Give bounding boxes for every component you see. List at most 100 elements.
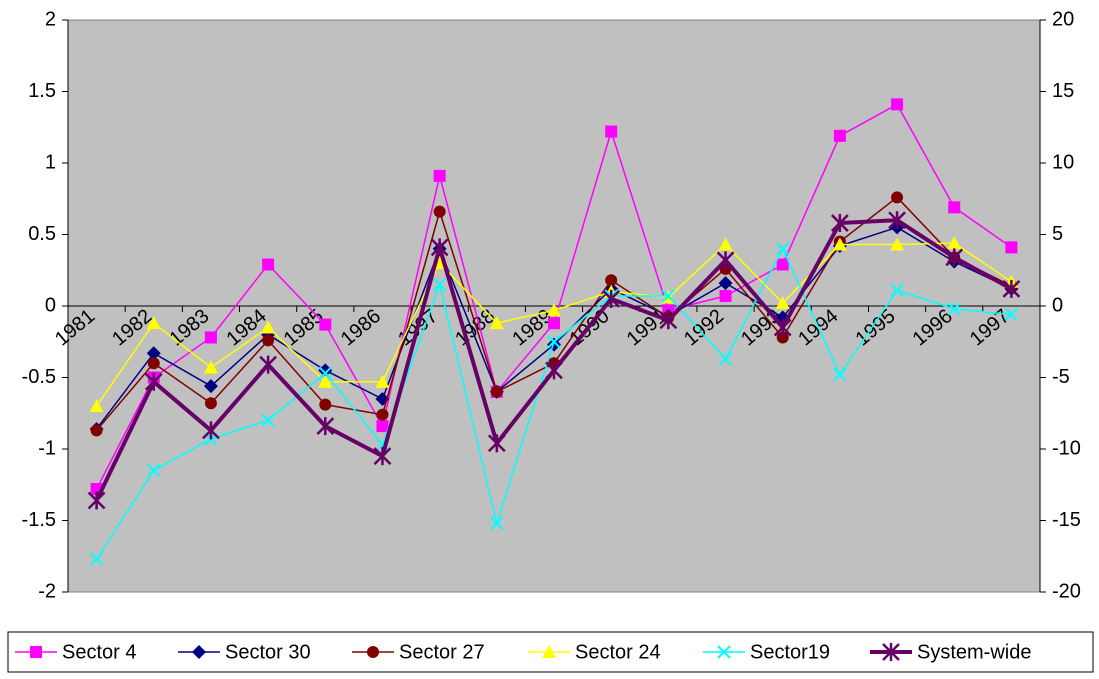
marker (261, 413, 275, 428)
y-tick-label: -2 (38, 580, 56, 602)
marker (89, 552, 104, 566)
marker (376, 420, 389, 433)
marker (773, 318, 792, 337)
legend-label: Sector 4 (62, 641, 136, 663)
marker (1002, 279, 1021, 298)
marker (545, 361, 563, 380)
marker (775, 242, 790, 256)
marker (830, 214, 849, 233)
marker (489, 316, 504, 330)
marker (319, 398, 332, 411)
y-tick-label: -0.5 (22, 366, 56, 388)
marker (661, 289, 676, 303)
y-tick-label: 1.5 (28, 80, 56, 102)
marker (146, 346, 161, 361)
marker (718, 237, 733, 251)
y-tick-label: -1.5 (22, 509, 56, 531)
marker (490, 516, 504, 531)
marker (716, 251, 735, 270)
marker (1004, 307, 1019, 322)
marker (144, 372, 163, 391)
y2-tick-label: 0 (1052, 294, 1063, 316)
marker (204, 331, 217, 344)
marker (890, 237, 905, 251)
marker (202, 421, 220, 440)
marker (192, 645, 206, 659)
marker (87, 491, 106, 510)
marker (542, 645, 556, 658)
marker (605, 125, 618, 138)
y2-tick-label: 10 (1052, 151, 1074, 173)
y-tick-label: 1 (45, 151, 56, 173)
marker (90, 424, 103, 437)
y-tick-label: 0 (45, 294, 56, 316)
y2-tick-label: 15 (1052, 80, 1074, 102)
marker (375, 374, 390, 388)
marker (146, 316, 161, 330)
marker (719, 289, 732, 302)
marker (945, 248, 964, 267)
marker (718, 352, 733, 366)
marker (433, 205, 446, 218)
legend-label: Sector 30 (225, 641, 311, 663)
marker (776, 258, 789, 271)
marker (948, 201, 961, 214)
marker (376, 408, 389, 421)
marker (203, 360, 218, 374)
y2-tick-label: -15 (1052, 509, 1081, 531)
marker (319, 318, 332, 331)
y-tick-label: 2 (45, 8, 56, 30)
marker (547, 337, 561, 352)
marker (659, 311, 678, 330)
marker (718, 276, 733, 291)
marker (262, 258, 275, 271)
legend-label: Sector 27 (399, 641, 485, 663)
marker (776, 331, 789, 344)
marker (547, 335, 561, 349)
marker (888, 211, 906, 230)
marker (318, 363, 333, 378)
marker (947, 302, 961, 316)
marker (30, 646, 42, 658)
marker (548, 317, 560, 330)
y2-tick-label: 5 (1052, 223, 1063, 245)
marker (775, 296, 790, 310)
y-tick-label: 0.5 (28, 223, 56, 245)
marker (373, 447, 392, 466)
marker (891, 191, 904, 204)
marker (433, 169, 446, 182)
marker (318, 366, 333, 380)
marker (259, 355, 278, 374)
legend-label: Sector19 (750, 641, 830, 663)
marker (490, 385, 503, 398)
marker (262, 334, 275, 347)
marker (605, 274, 618, 287)
marker (717, 645, 731, 659)
marker (832, 237, 847, 251)
marker (602, 289, 621, 308)
marker (147, 463, 161, 478)
marker (432, 277, 447, 292)
y-tick-label: -1 (38, 437, 56, 459)
y2-tick-label: -5 (1052, 366, 1070, 388)
marker (487, 434, 506, 453)
y2-tick-label: -20 (1052, 580, 1081, 602)
marker (833, 129, 846, 142)
marker (891, 98, 904, 111)
marker (203, 379, 218, 394)
marker (947, 236, 962, 250)
legend-label: System-wide (917, 641, 1031, 663)
marker (890, 283, 904, 297)
marker (204, 397, 217, 410)
y2-tick-label: 20 (1052, 8, 1074, 30)
marker (430, 238, 449, 257)
legend-label: Sector 24 (575, 641, 661, 663)
marker (261, 320, 276, 334)
marker (547, 303, 561, 317)
marker (147, 357, 160, 370)
marker (89, 399, 104, 413)
marker (833, 367, 847, 382)
marker (316, 417, 335, 436)
